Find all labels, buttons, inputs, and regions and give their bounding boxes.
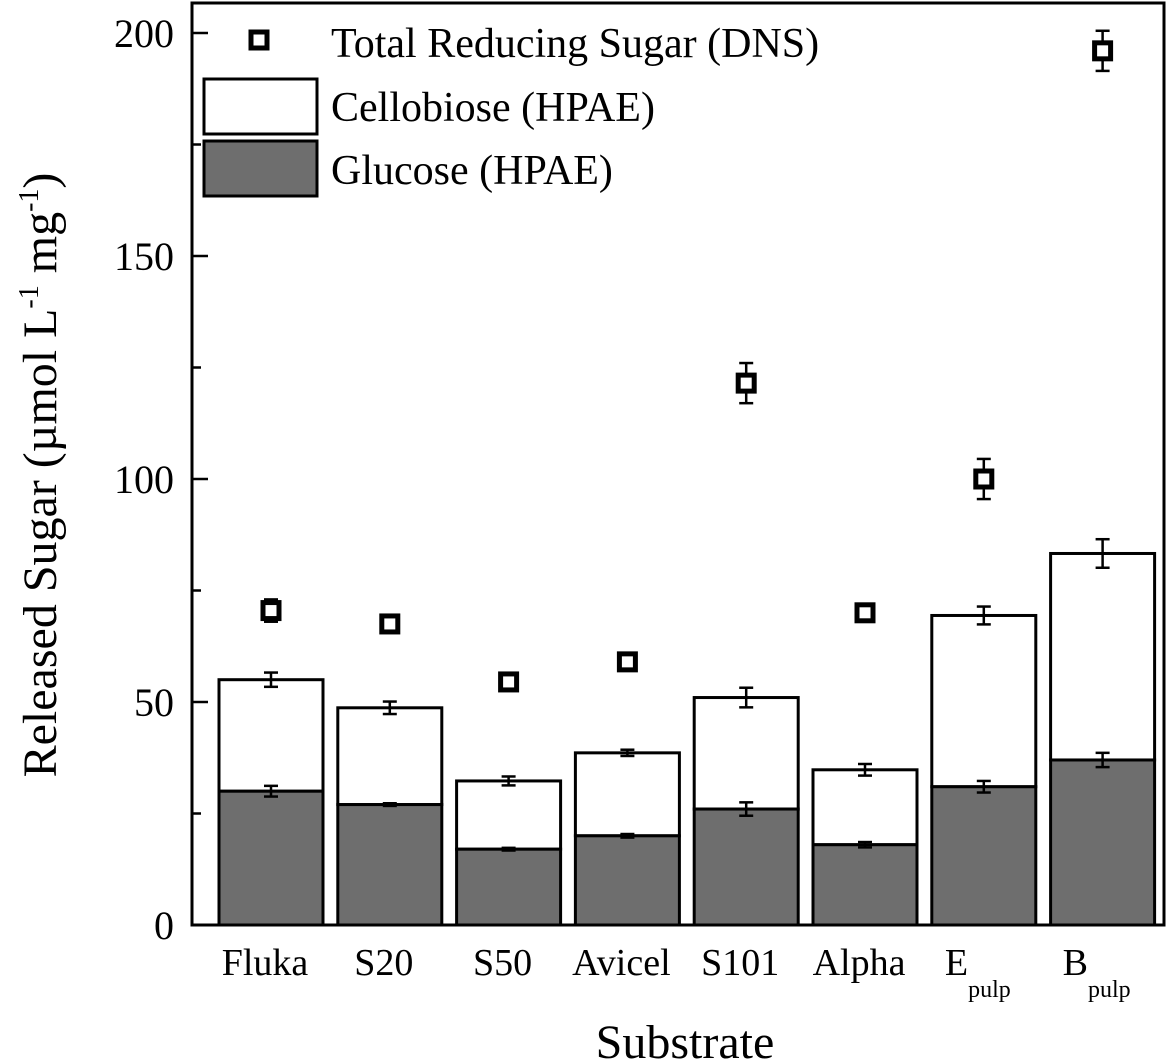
bar-glucose — [573, 834, 681, 927]
bar-glucose — [692, 807, 800, 927]
y-tick-label: 100 — [114, 457, 174, 502]
bar-cellobiose — [1049, 551, 1157, 762]
legend-swatch-cellobiose — [202, 77, 319, 136]
error-bar-glucose — [739, 801, 754, 817]
bar-glucose — [930, 785, 1038, 927]
dns-marker — [616, 651, 638, 673]
dns-marker — [854, 602, 876, 624]
error-bar-glucose — [382, 801, 397, 808]
error-bar-glucose — [501, 846, 516, 852]
x-category-label: Bpulp — [1063, 942, 1131, 1003]
error-bar-cellobiose — [739, 686, 754, 709]
dns-marker — [1092, 40, 1114, 62]
error-bar-cellobiose — [620, 748, 635, 758]
dns-marker — [973, 468, 995, 490]
y-axis-title: Released Sugar (µmol L-1 mg-1) — [14, 173, 67, 778]
x-category-label: Epulp — [945, 942, 1011, 1003]
dns-marker — [379, 613, 401, 635]
y-axis-title-end: ) — [14, 173, 67, 189]
error-bar-cellobiose — [382, 700, 397, 716]
error-bar-glucose — [858, 840, 872, 849]
y-axis-title-mid: mg — [14, 212, 67, 285]
legend-marker-dns — [248, 29, 270, 51]
x-category-label: S50 — [473, 942, 532, 984]
dns-marker — [260, 600, 282, 622]
x-category-label: S20 — [354, 942, 413, 984]
legend-swatch-glucose — [202, 139, 319, 198]
bar-cellobiose — [811, 768, 919, 847]
y-tick-label: 50 — [134, 680, 174, 725]
bar-cellobiose — [217, 678, 325, 793]
error-bar-cellobiose — [264, 671, 278, 689]
legend-label-glucose: Glucose (HPAE) — [331, 148, 613, 194]
error-bar-glucose — [1095, 751, 1110, 769]
dns-marker — [735, 372, 757, 394]
bar-cellobiose — [455, 779, 563, 851]
error-bar-cellobiose — [976, 605, 991, 626]
error-bar-glucose — [620, 832, 635, 839]
x-axis-title: Substrate — [596, 1016, 775, 1063]
y-tick-label: 200 — [114, 11, 174, 56]
bar-cellobiose — [573, 751, 681, 838]
y-axis-title-sup1: -1 — [14, 285, 45, 308]
error-bar-cellobiose — [501, 775, 516, 787]
y-axis: 0 50 100 150 200 — [114, 11, 208, 948]
bar-glucose — [217, 789, 325, 927]
x-category-label: Fluka — [222, 942, 309, 984]
legend-label-cellobiose: Cellobiose (HPAE) — [331, 85, 655, 131]
legend-label-dns: Total Reducing Sugar (DNS) — [331, 21, 819, 67]
legend: Total Reducing Sugar (DNS) Cellobiose (H… — [202, 21, 819, 198]
error-bar-glucose — [976, 779, 991, 794]
error-bar-cellobiose — [858, 762, 872, 777]
y-tick-label: 150 — [114, 234, 174, 279]
error-bar-cellobiose — [1095, 537, 1110, 570]
bar-glucose — [336, 803, 444, 927]
bar-glucose — [1049, 758, 1157, 927]
bars-layer — [217, 537, 1157, 927]
x-category-label: S101 — [701, 942, 779, 984]
bar-cellobiose — [930, 613, 1038, 789]
markers-layer — [260, 29, 1114, 693]
bar-cellobiose — [692, 696, 800, 811]
bar-cellobiose — [336, 706, 444, 807]
x-axis-labels: Fluka S20 S50 Avicel S101 Alpha Epulp Bpulp — [222, 942, 1131, 1003]
bar-glucose — [455, 847, 563, 927]
x-category-label: Avicel — [572, 942, 670, 984]
x-category-label: Alpha — [813, 942, 906, 984]
bar-glucose — [811, 843, 919, 927]
y-axis-title-main: Released Sugar (µmol L — [14, 309, 67, 778]
y-axis-title-sup2: -1 — [14, 189, 45, 212]
dns-marker — [498, 671, 520, 693]
error-bar-glucose — [264, 784, 278, 798]
y-tick-label: 0 — [154, 903, 174, 948]
